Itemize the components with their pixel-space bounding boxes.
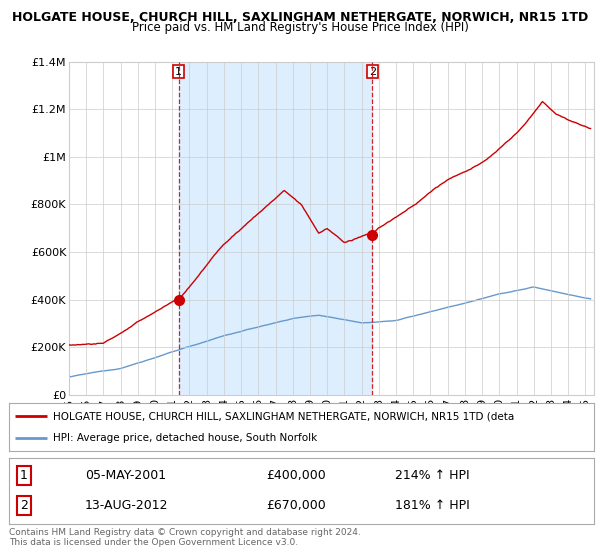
Text: 214% ↑ HPI: 214% ↑ HPI — [395, 469, 470, 482]
Text: 2: 2 — [20, 500, 28, 512]
Text: 1: 1 — [175, 67, 182, 77]
Text: £670,000: £670,000 — [266, 500, 326, 512]
Text: 181% ↑ HPI: 181% ↑ HPI — [395, 500, 470, 512]
Bar — [179, 62, 372, 395]
Text: HOLGATE HOUSE, CHURCH HILL, SAXLINGHAM NETHERGATE, NORWICH, NR15 1TD: HOLGATE HOUSE, CHURCH HILL, SAXLINGHAM N… — [12, 11, 588, 24]
Text: £400,000: £400,000 — [266, 469, 326, 482]
Text: 2: 2 — [369, 67, 376, 77]
Text: 13-AUG-2012: 13-AUG-2012 — [85, 500, 169, 512]
Text: Contains HM Land Registry data © Crown copyright and database right 2024.
This d: Contains HM Land Registry data © Crown c… — [9, 528, 361, 547]
Text: Price paid vs. HM Land Registry's House Price Index (HPI): Price paid vs. HM Land Registry's House … — [131, 21, 469, 34]
Text: 05-MAY-2001: 05-MAY-2001 — [85, 469, 166, 482]
Text: 1: 1 — [20, 469, 28, 482]
Text: HOLGATE HOUSE, CHURCH HILL, SAXLINGHAM NETHERGATE, NORWICH, NR15 1TD (deta: HOLGATE HOUSE, CHURCH HILL, SAXLINGHAM N… — [53, 411, 514, 421]
Text: HPI: Average price, detached house, South Norfolk: HPI: Average price, detached house, Sout… — [53, 433, 317, 443]
